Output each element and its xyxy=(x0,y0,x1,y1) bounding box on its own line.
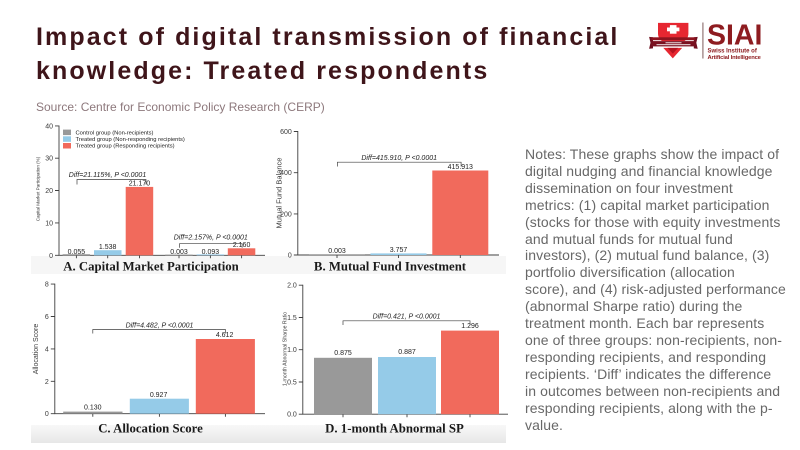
svg-text:6: 6 xyxy=(45,314,49,321)
svg-text:21.170: 21.170 xyxy=(129,181,151,188)
svg-text:Mutual Fund Balance: Mutual Fund Balance xyxy=(275,158,284,229)
svg-text:Diff=415.910, P <0.0001: Diff=415.910, P <0.0001 xyxy=(361,155,437,162)
svg-text:415.913: 415.913 xyxy=(448,164,473,171)
svg-text:1-month Abnormal Sharpe Ratio: 1-month Abnormal Sharpe Ratio xyxy=(283,312,289,386)
svg-text:0.003: 0.003 xyxy=(328,248,346,255)
svg-text:C. Allocation Score: C. Allocation Score xyxy=(98,422,203,436)
svg-text:2: 2 xyxy=(45,379,49,386)
svg-text:Treated group (Responding reci: Treated group (Responding recipients) xyxy=(76,144,175,150)
svg-text:0.5: 0.5 xyxy=(287,380,297,387)
svg-text:Treated group (Non-responding: Treated group (Non-responding recipients… xyxy=(76,137,185,143)
svg-text:1.538: 1.538 xyxy=(99,244,117,251)
svg-text:400: 400 xyxy=(280,170,292,177)
svg-text:8: 8 xyxy=(45,282,49,289)
svg-text:0: 0 xyxy=(49,253,53,260)
svg-text:1.5: 1.5 xyxy=(287,315,297,322)
svg-text:200: 200 xyxy=(280,211,292,218)
svg-text:0.875: 0.875 xyxy=(334,350,352,357)
svg-text:0.130: 0.130 xyxy=(84,405,102,412)
svg-text:A. Capital Market Participatio: A. Capital Market Participation xyxy=(63,260,239,274)
svg-text:B. Mutual Fund Investment: B. Mutual Fund Investment xyxy=(314,260,467,274)
svg-text:0.0: 0.0 xyxy=(287,412,297,419)
svg-text:Diff=0.421, P <0.0001: Diff=0.421, P <0.0001 xyxy=(373,314,441,321)
svg-text:30: 30 xyxy=(45,156,53,163)
svg-text:0.003: 0.003 xyxy=(170,249,188,256)
svg-text:Allocation Score: Allocation Score xyxy=(33,324,40,375)
svg-text:1.296: 1.296 xyxy=(461,323,479,330)
svg-text:0.927: 0.927 xyxy=(150,392,168,399)
svg-text:Diff=21.115%, P <0.0001: Diff=21.115%, P <0.0001 xyxy=(69,172,147,179)
svg-text:Control group (Non-recipients): Control group (Non-recipients) xyxy=(76,130,154,136)
svg-text:3.757: 3.757 xyxy=(390,247,408,254)
svg-text:0: 0 xyxy=(288,253,292,260)
svg-text:2.160: 2.160 xyxy=(233,242,251,249)
svg-text:Artificial Intelligence: Artificial Intelligence xyxy=(708,55,762,61)
svg-text:Diff=2.157%, P <0.0001: Diff=2.157%, P <0.0001 xyxy=(174,234,248,241)
svg-text:0.887: 0.887 xyxy=(398,349,416,356)
svg-text:40: 40 xyxy=(45,123,53,130)
svg-text:600: 600 xyxy=(280,129,292,136)
svg-text:SIAI: SIAI xyxy=(707,19,762,51)
svg-text:2.0: 2.0 xyxy=(287,283,297,290)
svg-text:Capital Market Participation (: Capital Market Participation (%) xyxy=(36,156,41,221)
svg-text:1.0: 1.0 xyxy=(287,347,297,354)
svg-text:20: 20 xyxy=(45,188,53,195)
svg-text:0: 0 xyxy=(45,411,49,418)
svg-text:D. 1-month Abnormal SP: D. 1-month Abnormal SP xyxy=(325,422,464,436)
svg-text:4: 4 xyxy=(45,346,49,353)
svg-text:0.055: 0.055 xyxy=(68,249,86,256)
svg-text:Swiss Institute of: Swiss Institute of xyxy=(708,49,758,55)
svg-text:4.612: 4.612 xyxy=(216,332,234,339)
svg-text:0.093: 0.093 xyxy=(202,249,220,256)
svg-text:10: 10 xyxy=(45,220,53,227)
svg-text:Diff=4.482, P <0.0001: Diff=4.482, P <0.0001 xyxy=(126,322,194,329)
